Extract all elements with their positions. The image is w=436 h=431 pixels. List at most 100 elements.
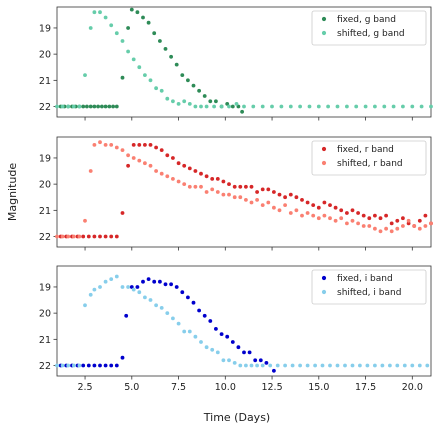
data-point-fixed-r-band	[277, 192, 282, 197]
data-point-shifted-g-band	[270, 104, 274, 109]
data-point-fixed-i-band	[158, 279, 162, 284]
y-tick-label: 20	[39, 50, 51, 61]
y-tick-label: 19	[39, 23, 51, 34]
y-tick-label: 20	[39, 309, 51, 320]
data-point-shifted-i-band	[60, 363, 65, 368]
data-point-shifted-r-band	[126, 153, 130, 158]
data-point-shifted-r-band	[367, 224, 372, 228]
data-point-shifted-g-band	[307, 104, 312, 109]
data-point-fixed-g-band	[114, 104, 119, 109]
data-point-shifted-i-band	[204, 345, 209, 350]
data-point-shifted-g-band	[419, 104, 424, 109]
legend-marker	[321, 275, 327, 281]
data-point-fixed-r-band	[210, 177, 215, 181]
data-point-shifted-i-band	[210, 347, 215, 352]
data-point-shifted-g-band	[288, 104, 293, 109]
legend-label: shifted, r band	[337, 159, 403, 169]
data-point-fixed-g-band	[186, 78, 190, 83]
data-point-shifted-i-band	[320, 363, 325, 368]
y-tick-label: 21	[39, 206, 51, 217]
data-point-shifted-r-band	[103, 143, 108, 147]
data-point-fixed-r-band	[417, 218, 422, 223]
data-point-fixed-r-band	[187, 166, 192, 171]
x-tick-label: 10.0	[215, 382, 236, 393]
data-point-shifted-g-band	[98, 10, 102, 15]
legend-marker	[321, 30, 327, 36]
data-point-fixed-r-band	[81, 234, 86, 239]
data-point-fixed-i-band	[230, 340, 235, 344]
data-point-fixed-i-band	[272, 368, 276, 373]
data-point-shifted-i-band	[255, 363, 259, 368]
data-point-shifted-i-band	[176, 321, 181, 326]
data-point-fixed-r-band	[255, 190, 259, 194]
data-point-fixed-g-band	[129, 7, 134, 12]
data-point-shifted-i-band	[275, 363, 280, 368]
data-point-fixed-r-band	[272, 190, 276, 194]
data-point-shifted-r-band	[328, 216, 332, 221]
y-tick-label: 21	[39, 76, 51, 87]
data-point-fixed-g-band	[236, 104, 241, 109]
data-point-shifted-g-band	[71, 104, 76, 109]
data-point-shifted-i-band	[98, 285, 102, 289]
data-point-fixed-r-band	[266, 187, 271, 192]
data-point-fixed-r-band	[232, 184, 237, 189]
data-point-shifted-r-band	[339, 216, 344, 221]
data-point-fixed-i-band	[236, 345, 241, 350]
data-point-fixed-g-band	[191, 83, 196, 88]
data-point-fixed-g-band	[85, 104, 89, 109]
data-point-shifted-g-band	[193, 104, 198, 109]
data-point-shifted-g-band	[242, 104, 246, 109]
data-point-fixed-r-band	[114, 234, 119, 239]
data-point-shifted-g-band	[143, 73, 147, 77]
data-point-fixed-g-band	[146, 20, 151, 25]
data-point-shifted-i-band	[402, 363, 407, 368]
y-axis-label: Magnitude	[6, 163, 19, 222]
data-point-fixed-r-band	[227, 182, 231, 187]
data-point-shifted-g-band	[137, 65, 142, 70]
data-point-fixed-i-band	[141, 279, 145, 284]
y-tick-label: 21	[39, 335, 51, 346]
data-point-fixed-i-band	[197, 308, 202, 313]
data-point-shifted-r-band	[109, 143, 114, 147]
data-point-shifted-r-band	[361, 224, 366, 228]
data-point-fixed-r-band	[401, 216, 405, 221]
data-point-fixed-g-band	[197, 88, 202, 93]
data-point-fixed-r-band	[373, 213, 377, 218]
data-point-shifted-g-band	[83, 73, 87, 77]
data-point-shifted-i-band	[380, 363, 385, 368]
x-tick-label: 15.0	[308, 382, 329, 393]
data-point-fixed-g-band	[230, 104, 235, 109]
data-point-shifted-r-band	[412, 224, 417, 228]
data-point-fixed-r-band	[120, 211, 125, 215]
legend-label: fixed, r band	[337, 145, 394, 155]
data-point-fixed-r-band	[361, 213, 366, 218]
data-point-shifted-i-band	[83, 303, 87, 308]
data-point-shifted-g-band	[401, 104, 405, 109]
panels-group: 19 20 21 22 fixed, g band shifted, g band 19 20…	[39, 6, 433, 393]
data-point-fixed-i-band	[163, 282, 168, 287]
data-point-shifted-r-band	[417, 226, 422, 231]
data-point-shifted-g-band	[212, 104, 217, 109]
x-tick-label: 20.0	[402, 382, 423, 393]
data-point-shifted-g-band	[251, 104, 256, 109]
data-point-shifted-g-band	[88, 26, 93, 30]
data-point-shifted-i-band	[159, 306, 164, 310]
data-point-shifted-i-band	[425, 363, 430, 368]
data-point-shifted-i-band	[88, 292, 93, 297]
data-point-fixed-g-band	[214, 99, 218, 104]
data-point-shifted-i-band	[215, 350, 220, 355]
data-point-shifted-g-band	[120, 39, 125, 43]
data-point-shifted-g-band	[103, 15, 108, 20]
data-point-shifted-i-band	[199, 340, 203, 344]
data-point-shifted-g-band	[234, 102, 239, 106]
data-point-shifted-i-band	[182, 329, 187, 334]
data-point-fixed-r-band	[378, 216, 383, 221]
data-point-shifted-g-band	[326, 104, 330, 109]
x-tick-label: 7.5	[171, 382, 186, 393]
data-point-shifted-i-band	[154, 303, 159, 308]
data-point-fixed-r-band	[137, 143, 142, 147]
data-point-shifted-r-band	[322, 213, 327, 218]
data-point-shifted-r-band	[143, 161, 147, 166]
data-point-fixed-i-band	[258, 358, 263, 363]
